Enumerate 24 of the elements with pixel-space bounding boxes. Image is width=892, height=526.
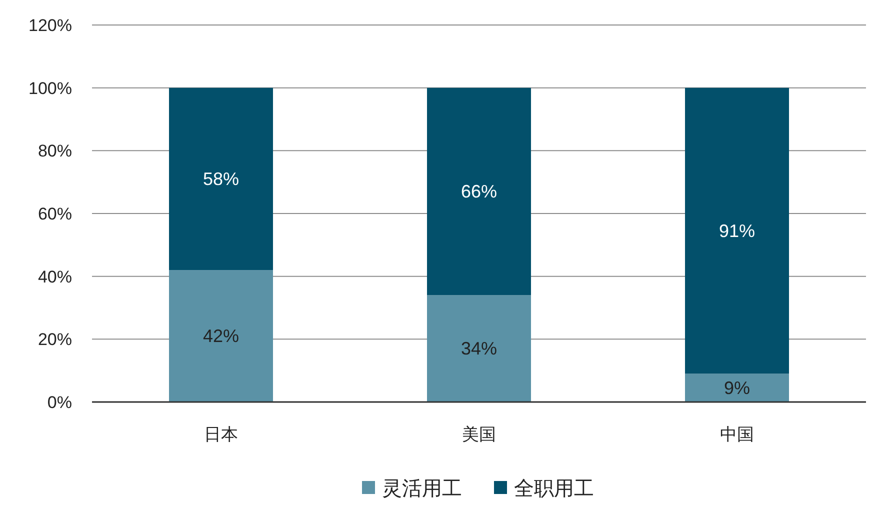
data-label: 58% (202, 168, 240, 189)
y-tick-label: 40% (38, 267, 72, 286)
bar (685, 374, 789, 402)
bar (427, 295, 531, 402)
bar (169, 88, 273, 270)
x-tick-label: 日本 (204, 425, 238, 444)
legend-label: 灵活用工 (382, 478, 462, 500)
data-label: 91% (718, 220, 756, 241)
y-tick-label: 20% (38, 330, 72, 350)
bar (169, 270, 273, 402)
y-tick-label: 0% (47, 393, 72, 412)
y-tick-label: 60% (38, 204, 72, 224)
bar (685, 88, 789, 374)
data-label: 9% (724, 378, 750, 398)
data-label: 66% (460, 182, 498, 202)
x-tick-label: 中国 (720, 425, 754, 444)
y-tick-label: 120% (28, 16, 72, 35)
data-label: 34% (460, 338, 498, 359)
bar (427, 88, 531, 296)
data-label: 42% (202, 326, 240, 346)
y-tick-label: 80% (38, 142, 72, 161)
y-tick-label: 100% (28, 78, 72, 98)
x-tick-label: 美国 (462, 425, 496, 444)
legend-label: 全职用工 (514, 478, 594, 500)
